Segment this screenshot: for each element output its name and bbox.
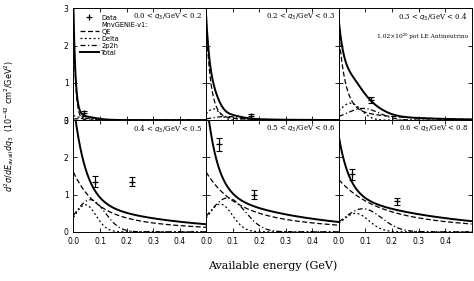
Text: 0.6 < $q_3$/GeV < 0.8: 0.6 < $q_3$/GeV < 0.8 (399, 123, 468, 134)
Text: Available energy (GeV): Available energy (GeV) (208, 260, 337, 271)
Legend: Data, MnvGENIE-v1:, QE, Delta, 2p2h, Total: Data, MnvGENIE-v1:, QE, Delta, 2p2h, Tot… (80, 14, 148, 56)
Text: 1.02×10²⁰ pot LE Antineutrino: 1.02×10²⁰ pot LE Antineutrino (376, 33, 468, 39)
Text: $d^2\sigma/dE_{\rm avail}dq_3$  $(10^{-42}\ \rm cm^2/GeV^2)$: $d^2\sigma/dE_{\rm avail}dq_3$ $(10^{-42… (2, 60, 17, 192)
Text: 0.4 < $q_3$/GeV < 0.5: 0.4 < $q_3$/GeV < 0.5 (133, 123, 202, 135)
Text: 0.5 < $q_3$/GeV < 0.6: 0.5 < $q_3$/GeV < 0.6 (265, 123, 335, 134)
Text: 0.3 < $q_3$/GeV < 0.4: 0.3 < $q_3$/GeV < 0.4 (398, 12, 468, 23)
Text: 0.2 < $q_3$/GeV < 0.3: 0.2 < $q_3$/GeV < 0.3 (266, 12, 335, 22)
Text: 0.0 < $q_3$/GeV < 0.2: 0.0 < $q_3$/GeV < 0.2 (133, 12, 202, 22)
